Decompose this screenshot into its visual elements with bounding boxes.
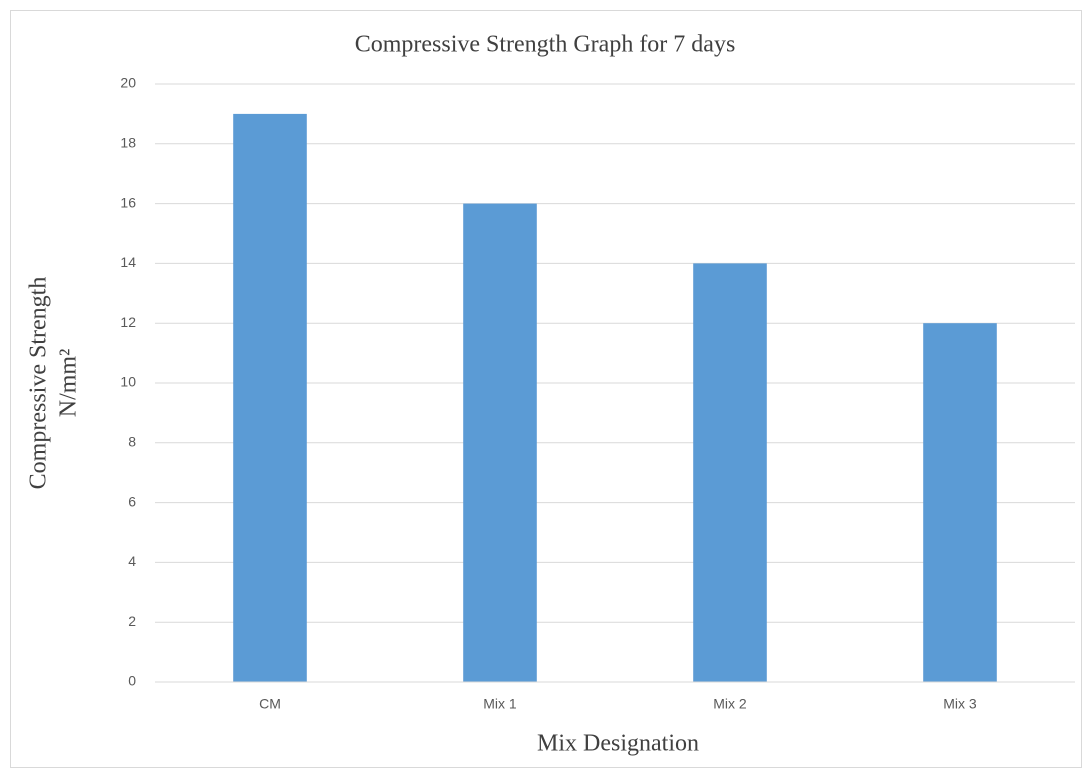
y-tick-label: 18: [120, 135, 136, 151]
y-tick-label: 8: [128, 434, 136, 450]
y-tick-label: 2: [128, 613, 136, 629]
bar: [693, 263, 767, 682]
bar: [463, 203, 537, 682]
x-tick-label: CM: [259, 696, 281, 712]
y-tick-label: 0: [128, 673, 136, 689]
y-axis-label: N/mm²: [56, 349, 82, 418]
y-tick-label: 4: [128, 553, 136, 569]
y-tick-label: 10: [120, 374, 136, 390]
chart-title: Compressive Strength Graph for 7 days: [355, 32, 736, 58]
y-tick-label: 6: [128, 493, 136, 509]
x-axis-label: Mix Designation: [537, 731, 699, 757]
chart-border: [10, 10, 1082, 768]
y-tick-label: 12: [120, 314, 136, 330]
y-tick-label: 20: [120, 75, 136, 91]
y-axis-label: Compressive Strength: [26, 277, 52, 490]
x-tick-label: Mix 2: [713, 696, 747, 712]
x-tick-label: Mix 1: [483, 696, 517, 712]
bar: [233, 113, 307, 682]
x-tick-label: Mix 3: [943, 696, 977, 712]
y-tick-label: 14: [120, 254, 136, 270]
bar: [923, 323, 997, 682]
y-tick-label: 16: [120, 194, 136, 210]
